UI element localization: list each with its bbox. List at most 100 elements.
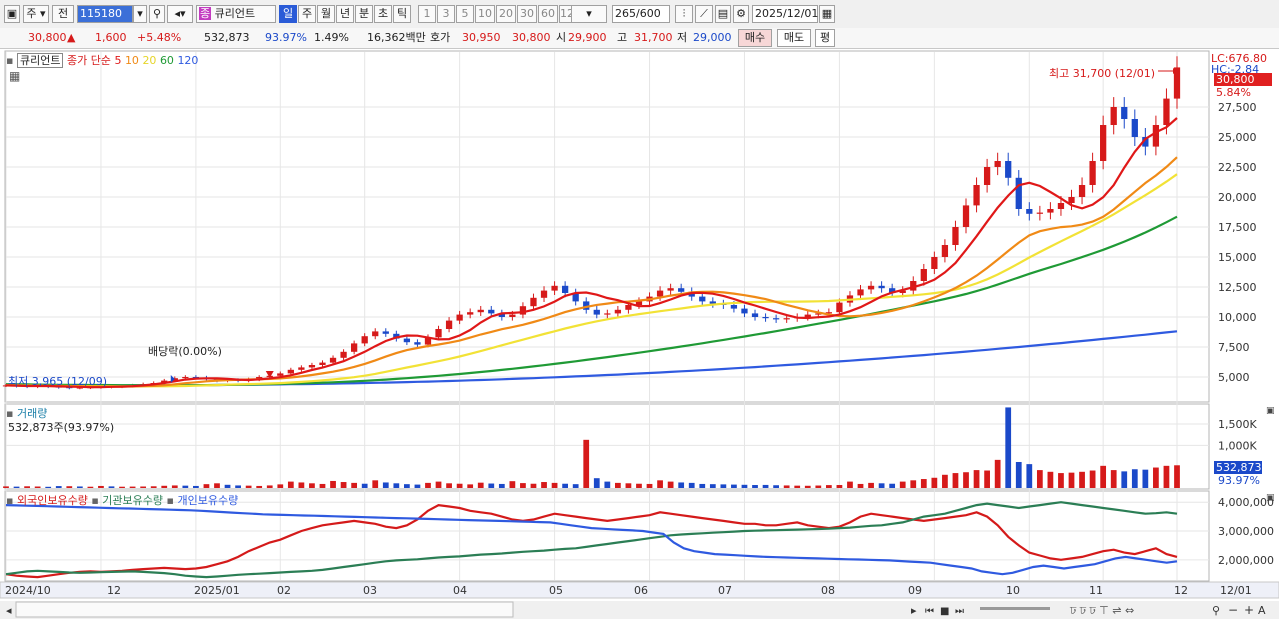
volume-bar (1079, 471, 1085, 488)
volume-bar (140, 486, 147, 488)
volume-bar (87, 486, 94, 488)
period-button-4[interactable]: 분 (355, 5, 373, 23)
candle-body (815, 313, 822, 315)
holdings-tick-label: 3,000,000 (1218, 525, 1274, 538)
volume-bar (150, 486, 157, 488)
volume-bar (1142, 469, 1149, 488)
stock-code-input[interactable]: 115180 (77, 5, 133, 23)
chart-type-select[interactable]: 주 ▾ (23, 5, 49, 23)
volume-bar (1026, 464, 1033, 488)
date-value: 2025/12/01 (755, 7, 819, 20)
date-field[interactable]: 2025/12/01 (752, 5, 818, 23)
period-button-5[interactable]: 초 (374, 5, 392, 23)
legend-ma5: 5 (114, 54, 122, 67)
sell-button[interactable]: 매도 (777, 29, 811, 47)
search-zoom-icon[interactable]: ⚲ (1212, 604, 1220, 617)
interval-button-20[interactable]: 20 (496, 5, 516, 23)
turnover-rate: 1.49% (314, 31, 349, 44)
stop-icon[interactable]: ■ (940, 606, 949, 617)
period-button-3[interactable]: 년 (336, 5, 354, 23)
draw-tool-icon[interactable]: ⟋ (695, 5, 713, 23)
interval-button-60[interactable]: 60 (538, 5, 558, 23)
interval-dropdown[interactable]: ▾ (571, 5, 607, 23)
candle-body (952, 227, 959, 245)
last-icon[interactable]: ⏭ (955, 606, 964, 617)
zoom-slider[interactable] (980, 607, 1050, 610)
candle-body (941, 245, 949, 257)
gear-icon[interactable]: ⚙ (733, 5, 749, 23)
font-size-icon[interactable]: A (1258, 604, 1266, 617)
speaker-icon[interactable]: ◂▾ (167, 5, 193, 23)
price-change-pct: +5.48% (137, 31, 182, 44)
candle-body (435, 329, 442, 338)
eval-button[interactable]: 평 (815, 29, 835, 47)
period-button-6[interactable]: 틱 (393, 5, 411, 23)
scrollbar-thumb[interactable] (15, 601, 514, 618)
series-line-ma5 (5, 117, 1178, 389)
candle-body (804, 314, 811, 317)
calendar-icon[interactable]: ▦ (819, 5, 835, 23)
scroll-left-icon[interactable]: ◂ (6, 604, 12, 617)
candle-body (1057, 203, 1065, 209)
volume-pct-tag: 93.97% (1218, 474, 1260, 487)
legend-ma20: 20 (142, 54, 157, 67)
price-tick-label: 10,000 (1218, 311, 1257, 324)
trade-amount: 16,362백만 (367, 31, 426, 44)
series-line-ma20 (6, 173, 1178, 388)
table-toggle-icon[interactable]: ▦ (9, 69, 21, 83)
count-field[interactable]: 265/600 (612, 5, 670, 23)
scroll-right-icon[interactable]: ▸ (911, 604, 917, 617)
code-dropdown-icon[interactable]: ▾ (133, 5, 147, 23)
candle-body (867, 285, 875, 290)
candle-body (182, 377, 189, 379)
stock-name-field[interactable]: 종 큐리언트 (196, 5, 276, 23)
candle-body (561, 285, 569, 293)
zoom-out-icon[interactable]: − (1228, 603, 1238, 617)
holdings-panel-close-icon[interactable]: ▣ (1266, 493, 1275, 503)
period-button-1[interactable]: 주 (298, 5, 316, 23)
volume-bar (657, 480, 663, 488)
candle-body (678, 288, 685, 292)
legend-individual: 개인보유수량 (177, 494, 239, 507)
candle-body (889, 288, 896, 293)
volume-bar (804, 485, 811, 488)
volume-bar (498, 483, 505, 488)
holdings-tick-label: 4,000,000 (1218, 496, 1274, 509)
search-icon[interactable]: ⚲ (149, 5, 165, 23)
volume-tick-label: 1,000K (1218, 439, 1257, 452)
candle-style-icon[interactable]: ⫶ (675, 5, 693, 23)
volume-bar (488, 483, 495, 488)
volume-bar (224, 484, 231, 488)
price-legend: ▪ 큐리언트 종가 단순 5 10 20 60 120 (6, 52, 198, 68)
interval-button-10[interactable]: 10 (475, 5, 495, 23)
buy-button[interactable]: 매수 (738, 29, 772, 47)
volume-bar (994, 459, 1001, 488)
volume-bar (593, 478, 600, 488)
series-line-holdings-2 (5, 504, 1178, 576)
volume-bar (614, 482, 621, 488)
prev-button[interactable]: 전 (52, 5, 74, 23)
volume-ratio: 93.97% (265, 31, 307, 44)
zoom-in-icon[interactable]: + (1244, 603, 1254, 617)
interval-button-1[interactable]: 1 (418, 5, 436, 23)
candle-body (1110, 107, 1117, 125)
low-price: 29,000 (693, 31, 732, 44)
first-icon[interactable]: ⏮ (925, 606, 934, 617)
interval-button-5[interactable]: 5 (456, 5, 474, 23)
interval-button-3[interactable]: 3 (437, 5, 455, 23)
x-tick-label: 12 (107, 584, 121, 597)
volume-bar (161, 485, 168, 488)
candle-body (1078, 185, 1086, 197)
layout-icon[interactable]: ▣ (4, 5, 20, 23)
save-icon[interactable]: ▤ (715, 5, 731, 23)
volume-panel-close-icon[interactable]: ▣ (1266, 406, 1275, 416)
zoom-tools-icon[interactable]: ঢ ঢ ঢ ⊤ ⇌ ⇔ (1069, 604, 1134, 617)
volume-bar (1131, 469, 1138, 488)
period-button-0[interactable]: 일 (279, 5, 297, 23)
lc-label: LC:676.80 (1211, 52, 1268, 65)
interval-button-30[interactable]: 30 (517, 5, 537, 23)
candle-body (445, 320, 453, 329)
candle-body (962, 205, 970, 227)
volume-bar (1121, 471, 1128, 488)
period-button-2[interactable]: 월 (317, 5, 335, 23)
